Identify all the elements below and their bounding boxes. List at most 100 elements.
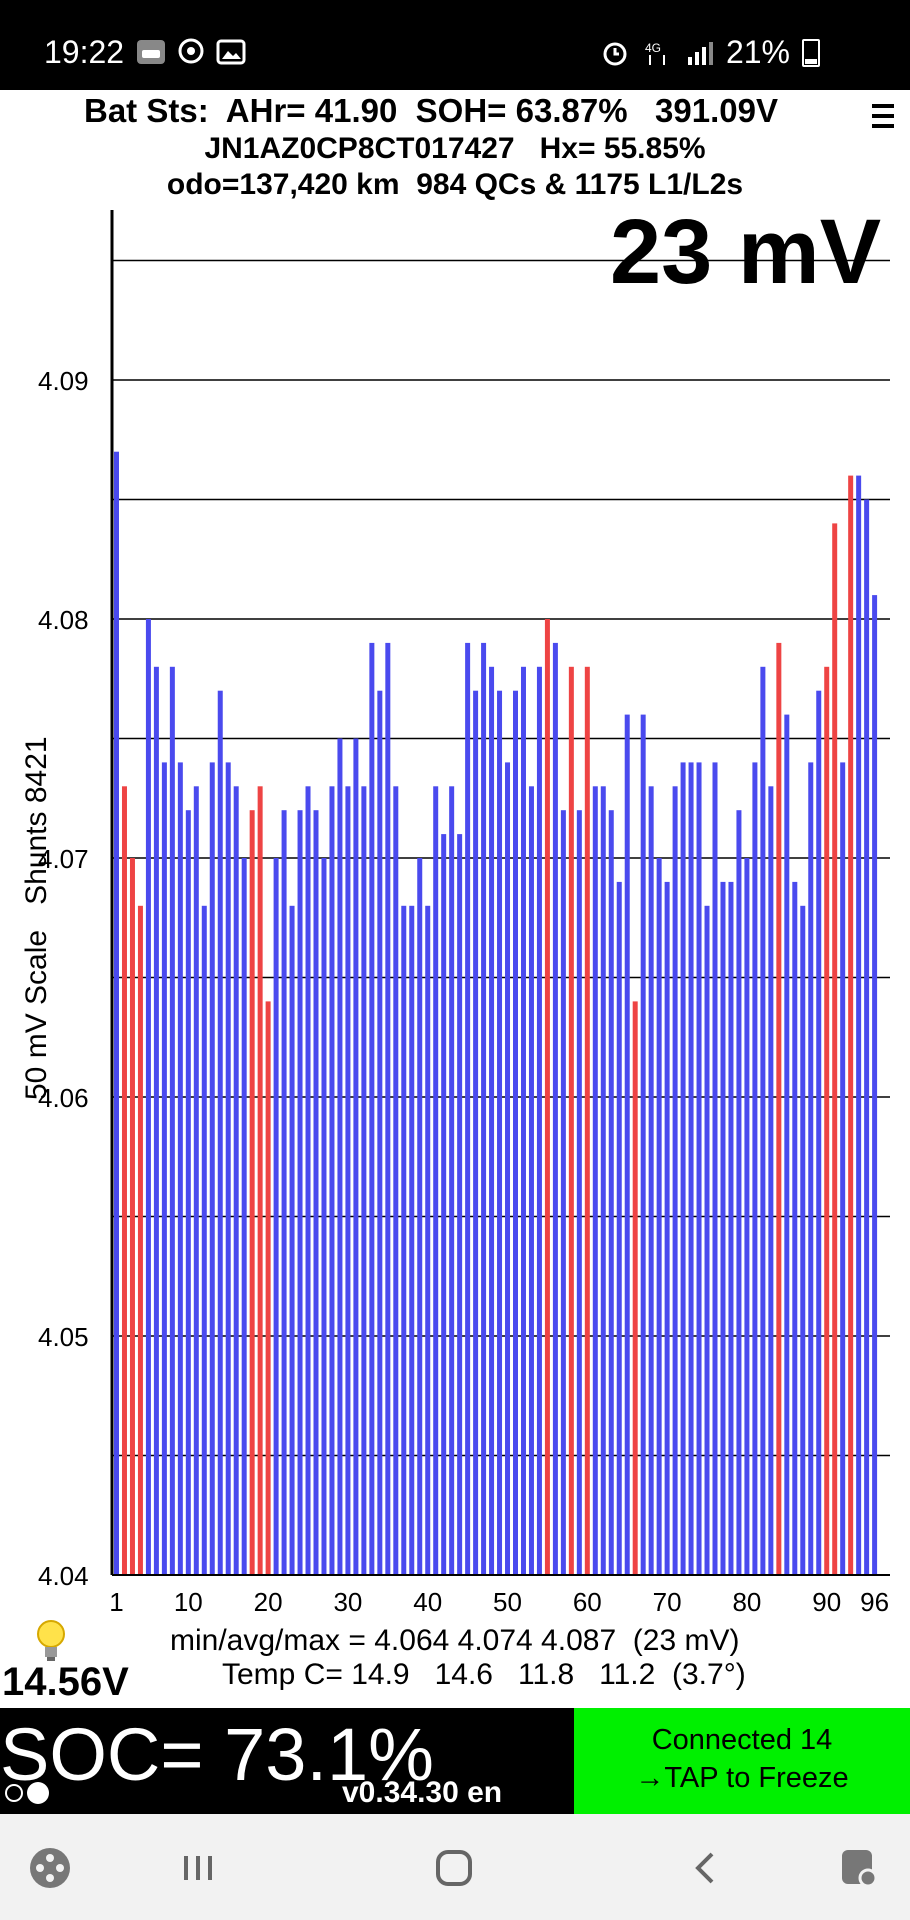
bar-cell-14 — [217, 690, 223, 1575]
bar-cell-74 — [696, 762, 702, 1575]
bar-cell-72 — [680, 762, 686, 1575]
bar-cell-83 — [768, 786, 774, 1575]
bar-cell-70 — [664, 881, 670, 1575]
system-nav-bar — [0, 1814, 910, 1920]
bar-cell-34 — [377, 690, 383, 1575]
bar-cell-50 — [505, 762, 511, 1575]
bar-cell-33 — [369, 642, 375, 1575]
connect-freeze-button[interactable]: Connected 14 →TAP to Freeze — [574, 1708, 910, 1814]
bar-cell-56 — [552, 642, 558, 1575]
gallery-icon — [216, 39, 246, 65]
bar-cell-53 — [528, 786, 534, 1575]
x-tick-label: 96 — [860, 1587, 889, 1617]
bar-cell-43 — [449, 786, 455, 1575]
bar-cell-75 — [704, 905, 710, 1575]
bar-cell-78 — [728, 881, 734, 1575]
bar-cell-66 — [632, 1001, 638, 1575]
recents-icon[interactable] — [174, 1844, 222, 1892]
bar-cell-73 — [688, 762, 694, 1575]
bar-cell-22 — [281, 810, 287, 1575]
bar-cell-16 — [233, 786, 239, 1575]
x-tick-label: 50 — [493, 1587, 522, 1617]
bar-cell-59 — [576, 810, 582, 1575]
bar-cell-51 — [513, 690, 518, 1575]
x-tick-label: 90 — [812, 1587, 841, 1617]
bar-cell-88 — [808, 762, 814, 1575]
bar-cell-87 — [800, 905, 806, 1575]
svg-text:4G: 4G — [645, 41, 661, 55]
bar-cell-25 — [305, 786, 311, 1575]
bar-cell-69 — [656, 858, 662, 1575]
bar-cell-32 — [361, 786, 367, 1575]
bar-cell-47 — [481, 642, 487, 1575]
bar-cell-3 — [129, 858, 135, 1575]
bar-cell-64 — [616, 881, 622, 1575]
y-tick-label: 4.09 — [38, 366, 89, 396]
bar-cell-62 — [600, 786, 606, 1575]
bar-cell-92 — [840, 762, 846, 1575]
bar-cell-55 — [544, 619, 550, 1575]
bar-cell-10 — [185, 810, 191, 1575]
bar-cell-36 — [393, 786, 399, 1575]
x-tick-label: 60 — [573, 1587, 602, 1617]
bar-cell-1 — [114, 451, 119, 1576]
bar-cell-15 — [225, 762, 231, 1575]
battery-percent: 21% — [725, 34, 790, 70]
menu-icon[interactable] — [872, 104, 894, 130]
status-time: 19:22 — [44, 34, 125, 70]
accessibility-icon[interactable] — [836, 1844, 884, 1892]
bar-cell-27 — [321, 858, 327, 1575]
home-icon[interactable] — [430, 1844, 478, 1892]
toggle-icon[interactable] — [4, 1780, 50, 1806]
bar-cell-60 — [584, 666, 590, 1575]
battery-status-line: Bat Sts: AHr= 41.90 SOH= 63.87% 391.09V — [84, 92, 778, 129]
bar-cell-57 — [560, 810, 566, 1575]
bar-cell-46 — [473, 690, 479, 1575]
y-tick-label: 4.08 — [38, 605, 89, 635]
bar-cell-93 — [848, 475, 854, 1576]
bar-cell-44 — [457, 834, 463, 1575]
bar-cell-76 — [712, 762, 718, 1575]
bar-cell-37 — [401, 905, 407, 1575]
bar-cell-38 — [409, 905, 415, 1575]
bar-cell-65 — [624, 714, 630, 1575]
soc-readout: SOC= 73.1% — [0, 1713, 434, 1796]
bar-cell-52 — [520, 666, 526, 1575]
y-tick-label: 4.05 — [38, 1322, 89, 1352]
cell-voltage-chart[interactable]: 4.04 4.05 4.06 4.07 4.08 4.09 1 10 20 30 40 50 60 70 8… — [0, 200, 910, 1620]
bar-cell-90 — [824, 666, 830, 1575]
bar-cell-13 — [209, 762, 215, 1575]
y-tick-label: 4.06 — [38, 1083, 89, 1113]
bar-cell-11 — [193, 786, 199, 1575]
bar-cell-68 — [648, 786, 654, 1575]
lightbulb-icon[interactable] — [34, 1618, 68, 1664]
signal-icon — [687, 41, 713, 65]
bar-cell-54 — [536, 666, 542, 1575]
bar-cell-39 — [417, 858, 423, 1575]
bar-cell-79 — [736, 810, 742, 1575]
bar-cell-7 — [161, 762, 167, 1575]
game-launcher-icon[interactable] — [26, 1844, 74, 1892]
bar-cell-45 — [465, 642, 471, 1575]
bar-cell-26 — [313, 810, 319, 1575]
freeze-hint: →TAP to Freeze — [635, 1762, 849, 1794]
x-tick-label: 70 — [653, 1587, 682, 1617]
bar-cell-81 — [752, 762, 758, 1575]
bar-cell-67 — [640, 714, 646, 1575]
bar-cell-21 — [273, 858, 279, 1575]
bar-cell-19 — [257, 786, 263, 1575]
bar-cell-42 — [441, 834, 447, 1575]
bar-cell-8 — [169, 666, 175, 1575]
temperature-stats: Temp C= 14.9 14.6 11.8 11.2 (3.7°) — [222, 1658, 746, 1691]
vin-line: JN1AZ0CP8CT017427 Hx= 55.85% — [204, 132, 706, 165]
back-icon[interactable] — [682, 1844, 730, 1892]
bar-cell-85 — [784, 714, 790, 1575]
bar-cell-82 — [760, 666, 766, 1575]
bar-cell-89 — [816, 690, 822, 1575]
x-tick-label: 30 — [333, 1587, 362, 1617]
bar-cell-2 — [121, 786, 127, 1575]
bar-cell-49 — [497, 690, 503, 1575]
bar-cell-40 — [425, 905, 431, 1575]
bar-cell-77 — [720, 881, 726, 1575]
bar-cell-96 — [872, 595, 878, 1575]
